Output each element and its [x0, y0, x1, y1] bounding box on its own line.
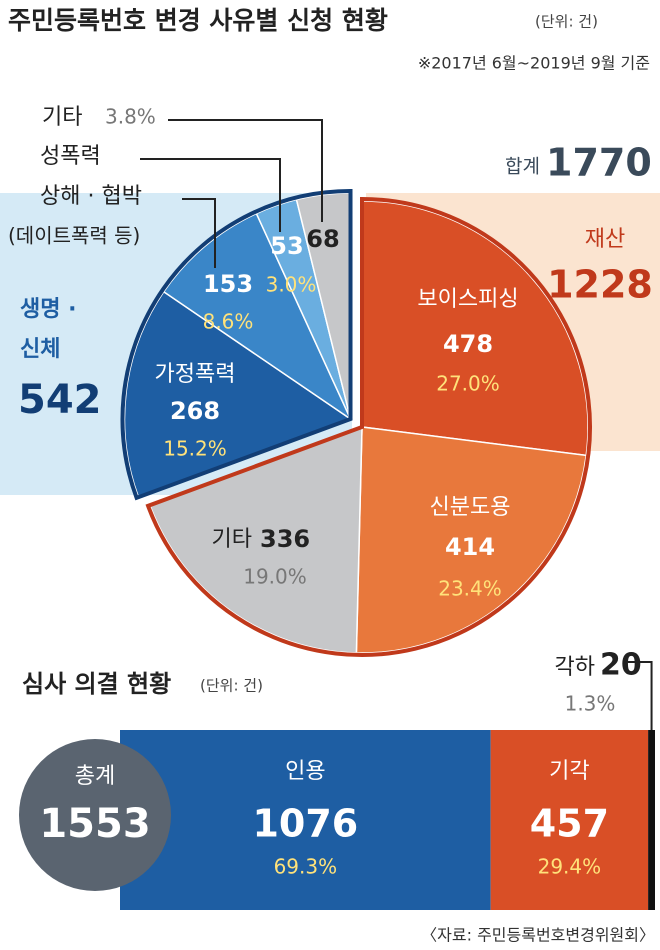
chart-title: 주민등록번호 변경 사유별 신청 현황 — [8, 6, 388, 35]
bar-segment — [120, 730, 491, 910]
group-outline — [145, 196, 592, 657]
segment-value: 20 — [600, 648, 642, 683]
unit: (단위: 건) — [535, 13, 598, 31]
slice-value: 268 — [170, 397, 220, 425]
unit: (단위: 건) — [200, 677, 263, 695]
segment-name: 각하 — [555, 655, 595, 680]
pie-slice — [355, 426, 588, 654]
slice-group — [120, 188, 353, 501]
total-badge — [19, 739, 171, 891]
slice-percent: 27.0% — [436, 372, 500, 396]
slice-label: 보이스피싱 — [417, 287, 518, 312]
segment-value: 457 — [530, 802, 609, 846]
slice-label: 상해 · 협박 — [40, 184, 142, 209]
group-name-line: 생명 · — [20, 297, 84, 322]
slice-percent: 19.0% — [243, 565, 307, 589]
pie-slice — [123, 290, 353, 499]
chart-title: 심사 의결 현황 — [22, 670, 171, 698]
group-outline — [120, 188, 353, 501]
total-label: 합계 — [505, 156, 540, 178]
segment-percent: 69.3% — [274, 855, 338, 879]
segment-name: 기각 — [549, 759, 589, 784]
group-name: 재산 — [585, 227, 625, 252]
segment-value: 1076 — [252, 802, 358, 846]
slice-label: 신분도용 — [430, 495, 511, 520]
slice-percent: 3.0% — [266, 273, 317, 297]
source: 〈자료: 주민등록번호변경위원회〉 — [421, 926, 655, 945]
bar-chart: 인용 1076 69.3% 기각 457 29.4% 각하 20 1.3% 총계 1553 — [19, 648, 655, 910]
subtitle: ※2017년 6월~2019년 9월 기준 — [418, 54, 650, 73]
pie-slice — [361, 200, 589, 457]
slice-value: 53 — [270, 232, 303, 260]
slice-value: 153 — [203, 270, 253, 298]
group-value: 1228 — [547, 263, 653, 307]
slice-value: 68 — [306, 225, 339, 253]
leader-line — [168, 119, 323, 222]
leader-line — [140, 158, 281, 232]
pie-slice — [162, 212, 353, 422]
leader-line — [182, 198, 216, 268]
slice-value: 336 — [260, 525, 310, 553]
bar-segment — [490, 730, 649, 910]
slice-label: 성폭력 — [40, 144, 101, 169]
segment-percent: 29.4% — [538, 855, 602, 879]
slice-group — [145, 196, 592, 657]
slice-label: 가정폭력 — [155, 362, 236, 387]
bar-segment — [648, 730, 655, 910]
group-name-line: 신체 — [20, 337, 60, 362]
slice-value: 414 — [445, 533, 495, 561]
group-name: 생명 · 신체 — [20, 297, 84, 362]
slice-percent: 8.6% — [203, 310, 254, 334]
leader-line — [628, 661, 653, 730]
total-label: 총계 — [75, 764, 115, 789]
total-value: 1553 — [39, 801, 150, 847]
slice-percent: 23.4% — [438, 577, 502, 601]
slice-label: 기타 — [212, 527, 252, 552]
total-value: 1770 — [546, 141, 652, 185]
slice-percent: 15.2% — [163, 437, 227, 461]
pie: 재산 1228 생명 · 신체 542 보이스피싱 478 27.0% 신분도용 414 23.4… — [8, 105, 653, 657]
slice-value: 478 — [443, 330, 493, 358]
slice-percent: 3.8% — [105, 105, 156, 129]
group-value: 542 — [18, 377, 102, 423]
segment-name: 인용 — [285, 759, 325, 784]
slice-note: (데이트폭력 등) — [8, 224, 140, 248]
slice-label: 기타 — [42, 105, 82, 130]
segment-percent: 1.3% — [565, 692, 616, 716]
pie-slice — [148, 425, 363, 654]
